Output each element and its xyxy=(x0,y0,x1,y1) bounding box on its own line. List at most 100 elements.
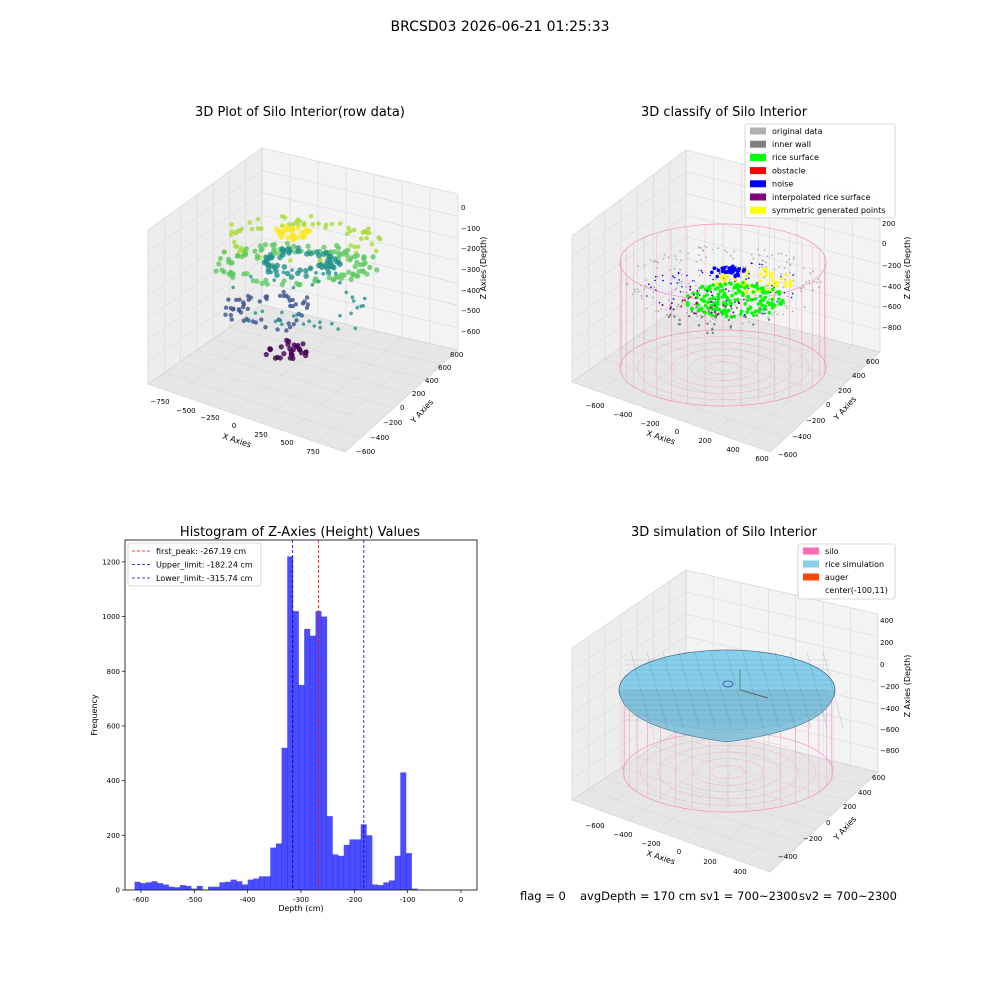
point xyxy=(716,267,718,270)
point xyxy=(281,270,286,275)
point xyxy=(745,273,749,277)
point xyxy=(351,299,356,303)
point xyxy=(303,273,310,279)
point xyxy=(739,309,744,314)
point xyxy=(374,248,379,254)
point xyxy=(758,266,761,269)
point xyxy=(695,260,698,263)
point xyxy=(757,310,762,314)
point xyxy=(695,291,700,296)
histogram-bar xyxy=(338,855,345,890)
legend-label: silo xyxy=(825,547,839,556)
point xyxy=(317,279,321,284)
point xyxy=(780,276,784,280)
point xyxy=(763,276,766,279)
point xyxy=(700,247,702,249)
point xyxy=(680,280,683,283)
point xyxy=(792,256,795,258)
point xyxy=(277,293,283,298)
point xyxy=(784,273,788,277)
point xyxy=(808,283,811,285)
point xyxy=(767,310,771,315)
histogram-bar xyxy=(309,635,316,890)
panel2-y-ticks: −600 −400 −200 0 200 400 600 xyxy=(778,358,879,459)
point xyxy=(229,272,235,278)
point xyxy=(767,318,771,321)
point xyxy=(785,254,788,257)
point xyxy=(718,272,721,275)
point xyxy=(364,235,369,241)
panel-raw-scatter: 3D Plot of Silo Interior(row data) −750 … xyxy=(147,105,488,456)
point xyxy=(791,292,794,295)
point xyxy=(698,289,701,291)
point xyxy=(714,307,718,312)
point xyxy=(296,346,302,352)
point xyxy=(692,293,695,296)
point xyxy=(685,286,688,289)
point xyxy=(742,266,745,268)
point xyxy=(344,290,349,295)
point xyxy=(300,341,306,347)
point xyxy=(770,297,775,302)
point xyxy=(325,269,332,276)
point xyxy=(689,285,692,288)
point xyxy=(221,249,227,255)
point xyxy=(745,296,747,298)
point xyxy=(724,314,729,319)
point xyxy=(673,268,676,270)
point xyxy=(739,271,742,273)
p4-ztick: −600 xyxy=(880,726,899,734)
point xyxy=(713,311,716,314)
point xyxy=(663,253,666,256)
point xyxy=(705,285,707,287)
point xyxy=(786,261,788,263)
point xyxy=(246,297,251,302)
point xyxy=(376,235,381,240)
point xyxy=(655,310,657,313)
point xyxy=(671,276,674,279)
point xyxy=(229,222,234,227)
point xyxy=(634,290,636,293)
panel4-title: 3D simulation of Silo Interior xyxy=(631,525,818,540)
point xyxy=(750,253,753,256)
point xyxy=(784,305,787,307)
p2-ytick: 400 xyxy=(852,372,865,380)
panel3-title: Histogram of Z-Axies (Height) Values xyxy=(180,525,420,540)
point xyxy=(277,254,283,261)
p2-xtick: 0 xyxy=(675,428,679,436)
point xyxy=(280,322,284,327)
point xyxy=(685,303,690,307)
point xyxy=(295,313,299,317)
point xyxy=(326,263,333,270)
point xyxy=(250,278,256,284)
point xyxy=(654,275,657,278)
point xyxy=(784,280,788,284)
point xyxy=(667,315,671,319)
point xyxy=(310,222,316,227)
point xyxy=(750,262,753,265)
point xyxy=(355,305,360,310)
auger-arm xyxy=(739,689,769,699)
point xyxy=(291,243,297,249)
legend-label: symmetric generated points xyxy=(772,206,885,215)
point xyxy=(644,284,647,287)
point xyxy=(679,259,682,262)
point xyxy=(700,259,702,261)
point xyxy=(711,283,715,287)
point xyxy=(281,264,288,270)
point xyxy=(348,243,354,248)
p2-xtick: −400 xyxy=(613,411,632,419)
p2-ytick: −600 xyxy=(778,451,797,459)
point xyxy=(235,228,241,234)
point xyxy=(289,226,296,232)
point xyxy=(819,281,822,283)
p1-ytick: 0 xyxy=(400,404,404,412)
point xyxy=(758,263,761,266)
surface-mesh-line xyxy=(758,651,780,729)
point xyxy=(715,282,719,286)
point xyxy=(264,281,270,287)
panel2-z-ticks: −800 −600 −400 −200 0 200 xyxy=(882,220,901,332)
p2-xtick: 400 xyxy=(726,446,739,454)
point xyxy=(765,261,767,264)
point xyxy=(640,294,643,297)
